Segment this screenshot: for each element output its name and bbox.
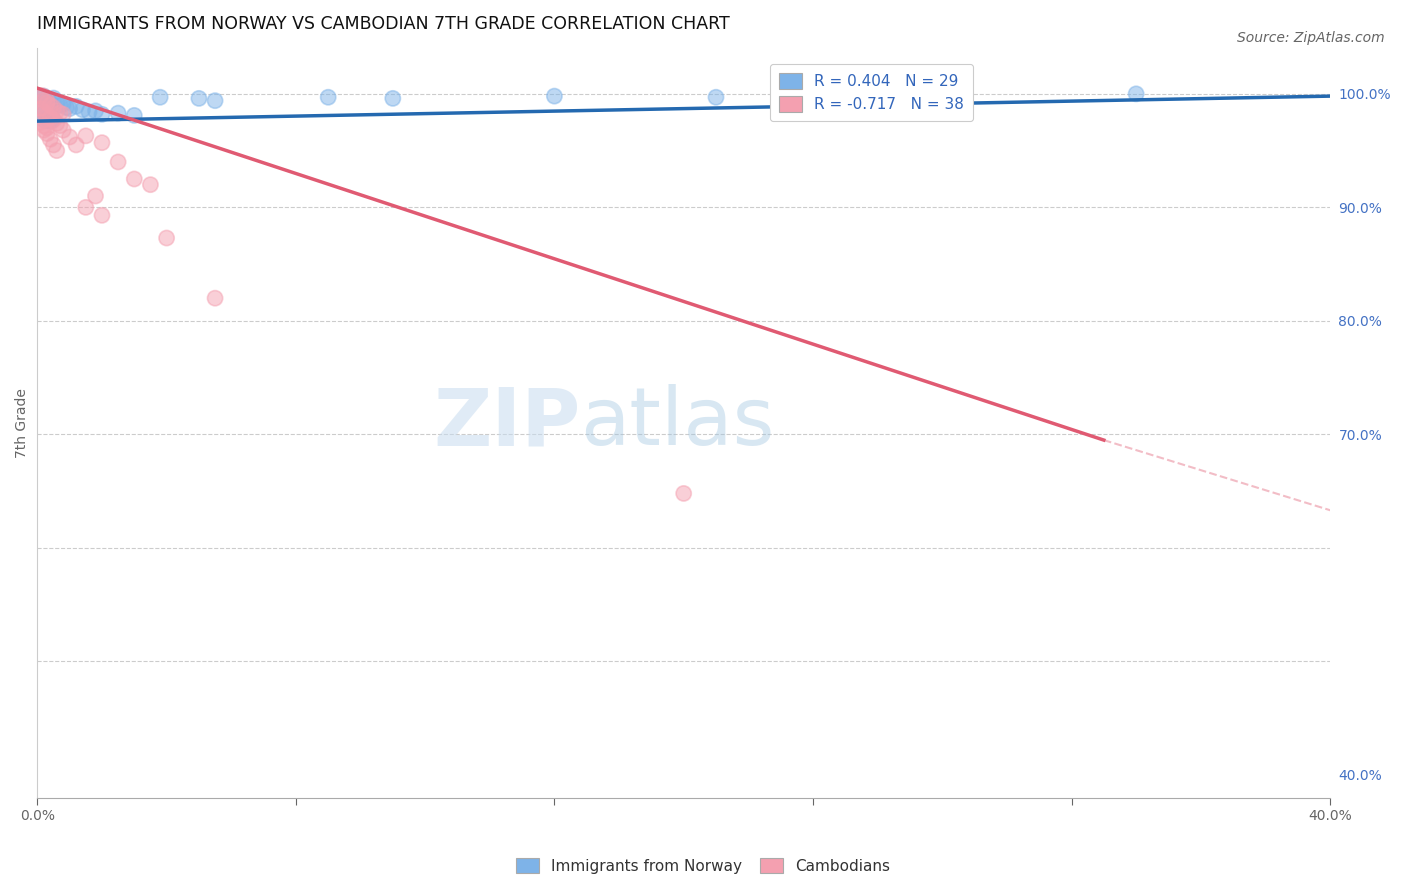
Point <box>30 95 52 109</box>
Point <box>65 99 87 113</box>
Point <box>84 189 107 203</box>
Point <box>30 115 52 129</box>
Point <box>49 119 72 133</box>
Point <box>55 100 77 114</box>
Point <box>77 105 100 120</box>
Legend: R = 0.404   N = 29, R = -0.717   N = 38: R = 0.404 N = 29, R = -0.717 N = 38 <box>770 63 973 121</box>
Point <box>42 100 65 114</box>
Point <box>42 112 65 127</box>
Point <box>75 200 97 214</box>
Point <box>59 102 82 116</box>
Point <box>35 108 58 122</box>
Point <box>672 486 695 500</box>
Point <box>39 95 62 109</box>
Point <box>35 120 58 135</box>
Point <box>39 111 62 125</box>
Point <box>52 97 75 112</box>
Y-axis label: 7th Grade: 7th Grade <box>15 388 30 458</box>
Point <box>72 103 94 117</box>
Point <box>45 116 67 130</box>
Point <box>32 123 55 137</box>
Point <box>32 89 55 103</box>
Point <box>204 291 226 305</box>
Point <box>39 112 62 126</box>
Point <box>30 90 52 104</box>
Text: IMMIGRANTS FROM NORWAY VS CAMBODIAN 7TH GRADE CORRELATION CHART: IMMIGRANTS FROM NORWAY VS CAMBODIAN 7TH … <box>38 15 730 33</box>
Point <box>65 137 87 152</box>
Point <box>543 89 565 103</box>
Point <box>204 94 226 108</box>
Point <box>45 144 67 158</box>
Point <box>52 123 75 137</box>
Point <box>42 91 65 105</box>
Point <box>39 98 62 112</box>
Point <box>124 108 146 122</box>
Point <box>49 98 72 112</box>
Point <box>91 136 114 150</box>
Point <box>59 130 82 145</box>
Point <box>91 107 114 121</box>
Point <box>91 208 114 222</box>
Point <box>187 91 209 105</box>
Text: atlas: atlas <box>581 384 775 462</box>
Point <box>52 107 75 121</box>
Point <box>75 128 97 143</box>
Point <box>35 93 58 107</box>
Text: ZIP: ZIP <box>433 384 581 462</box>
Point <box>155 231 177 245</box>
Point <box>35 95 58 110</box>
Point <box>35 110 58 124</box>
Point <box>39 132 62 146</box>
Point <box>42 137 65 152</box>
Point <box>32 119 55 133</box>
Point <box>35 127 58 141</box>
Point <box>32 105 55 120</box>
Point <box>32 94 55 108</box>
Point <box>139 178 162 192</box>
Legend: Immigrants from Norway, Cambodians: Immigrants from Norway, Cambodians <box>509 852 897 880</box>
Point <box>124 172 146 186</box>
Point <box>45 103 67 118</box>
Point <box>107 155 129 169</box>
Point <box>898 87 921 101</box>
Point <box>381 91 404 105</box>
Point <box>30 89 52 103</box>
Point <box>316 90 339 104</box>
Point <box>45 95 67 110</box>
Point <box>704 90 727 104</box>
Point <box>149 90 172 104</box>
Point <box>107 106 129 120</box>
Point <box>1125 87 1147 101</box>
Text: Source: ZipAtlas.com: Source: ZipAtlas.com <box>1237 31 1385 45</box>
Point <box>84 103 107 118</box>
Point <box>30 102 52 116</box>
Point <box>49 106 72 120</box>
Point <box>32 103 55 118</box>
